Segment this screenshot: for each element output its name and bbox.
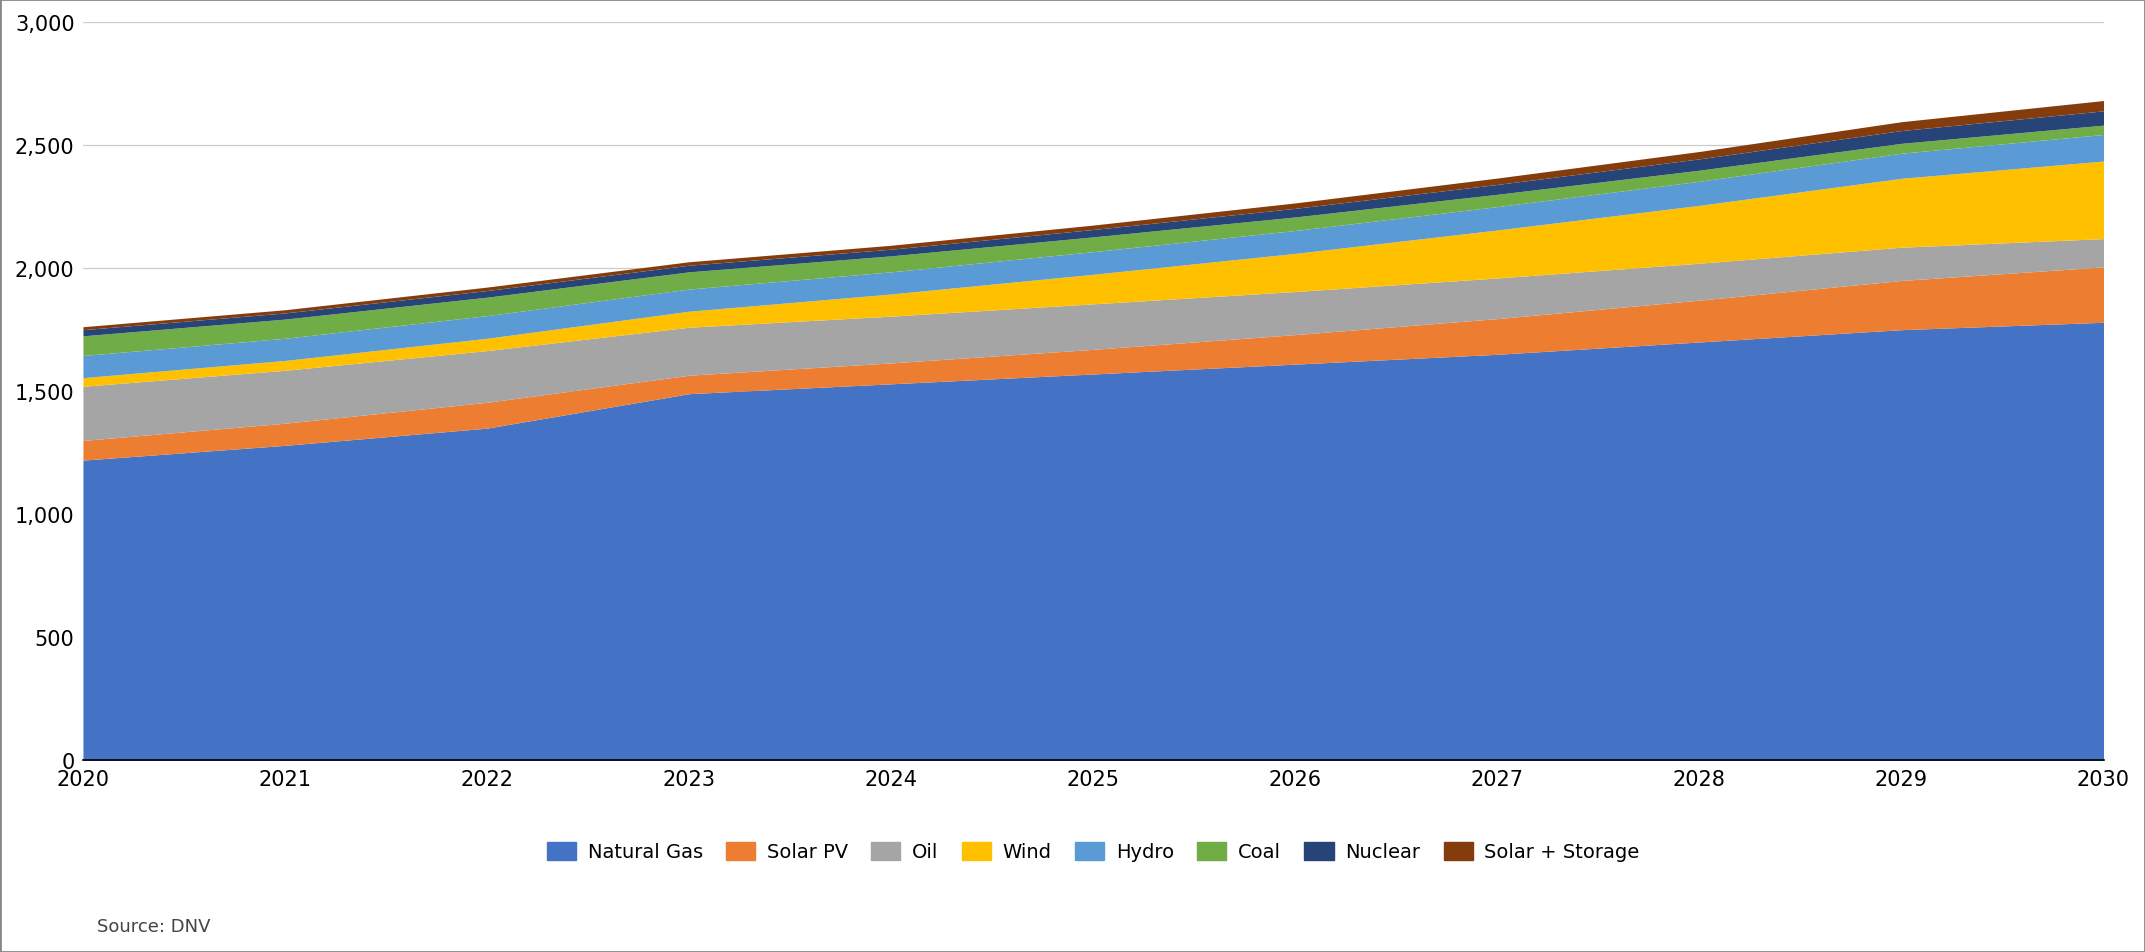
Text: Source: DNV: Source: DNV [97, 917, 210, 935]
Legend: Natural Gas, Solar PV, Oil, Wind, Hydro, Coal, Nuclear, Solar + Storage: Natural Gas, Solar PV, Oil, Wind, Hydro,… [547, 842, 1639, 862]
